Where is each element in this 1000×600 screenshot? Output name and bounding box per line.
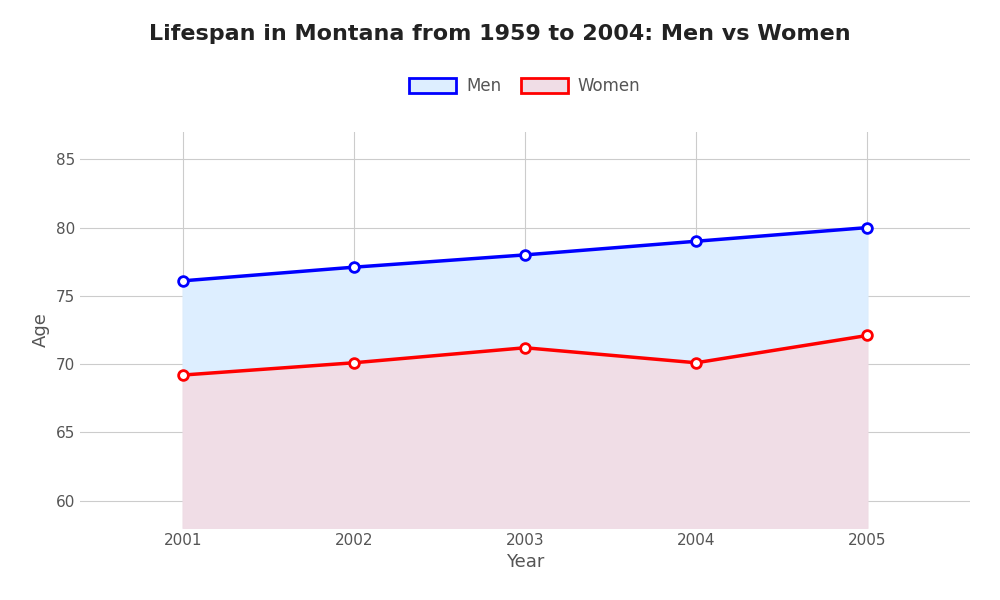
Text: Lifespan in Montana from 1959 to 2004: Men vs Women: Lifespan in Montana from 1959 to 2004: M…: [149, 24, 851, 44]
X-axis label: Year: Year: [506, 553, 544, 571]
Legend: Men, Women: Men, Women: [401, 69, 649, 104]
Y-axis label: Age: Age: [32, 313, 50, 347]
